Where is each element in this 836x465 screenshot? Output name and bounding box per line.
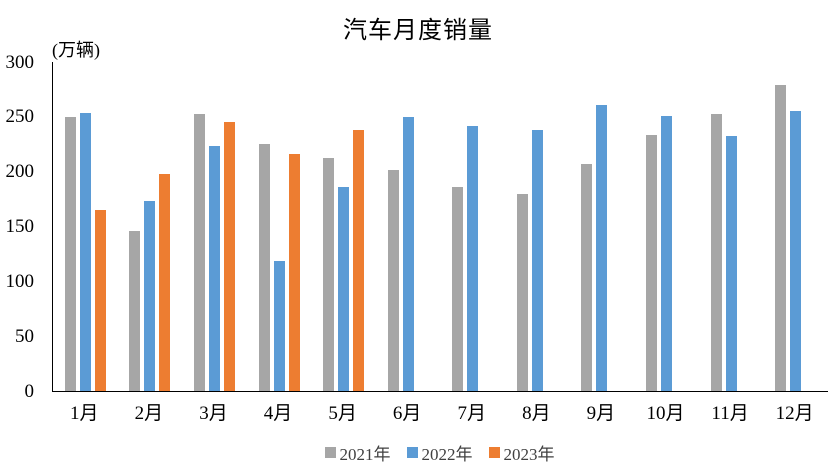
bar-2022年-7月	[467, 125, 479, 391]
bar-group-7月	[440, 62, 505, 391]
x-axis-label-10月: 10月	[646, 403, 685, 424]
bar-2022年-9月	[596, 104, 608, 391]
bar-2022年-11月	[725, 135, 737, 391]
x-axis-label-7月: 7月	[457, 403, 487, 424]
bar-2021年-10月	[645, 135, 657, 391]
legend-item-2023年: 2023年	[488, 440, 555, 465]
bars-row	[53, 62, 828, 391]
bar-2022年-4月	[273, 261, 285, 391]
bar-2022年-3月	[208, 146, 220, 391]
bar-2022年-6月	[402, 116, 414, 391]
y-tick-label: 150	[5, 216, 35, 237]
bar-2023年-5月	[353, 129, 365, 391]
legend-label: 2023年	[503, 445, 555, 464]
legend-item-2022年: 2022年	[406, 440, 473, 465]
bar-2021年-12月	[775, 85, 787, 391]
bar-group-12月	[763, 62, 828, 391]
y-tick-label: 250	[5, 106, 35, 128]
x-axis-label-6月: 6月	[392, 403, 422, 424]
bar-2021年-8月	[516, 193, 528, 391]
legend-item-2021年: 2021年	[324, 440, 391, 465]
bar-2022年-10月	[660, 116, 672, 391]
bar-group-4月	[247, 62, 312, 391]
x-axis-label-9月: 9月	[586, 403, 616, 424]
x-axis-label-3月: 3月	[199, 403, 228, 424]
bar-2021年-2月	[129, 231, 141, 391]
bar-group-9月	[570, 62, 635, 391]
y-tick-label: 200	[5, 161, 35, 183]
y-tick-label: 0	[24, 380, 35, 402]
bar-group-2月	[118, 62, 183, 391]
bar-group-10月	[634, 62, 699, 391]
y-tick-label: 100	[5, 270, 35, 292]
bar-group-11月	[699, 62, 764, 391]
x-axis-label-2月: 2月	[134, 403, 164, 424]
plot-area	[52, 62, 828, 392]
bar-group-3月	[182, 62, 247, 391]
legend-label: 2021年	[339, 445, 391, 464]
legend-label: 2022年	[421, 445, 473, 464]
bar-group-5月	[311, 62, 376, 391]
x-axis-label-8月: 8月	[522, 403, 551, 424]
x-axis-label-4月: 4月	[263, 403, 293, 424]
bar-2023年-2月	[159, 174, 171, 391]
bar-2022年-2月	[144, 200, 156, 391]
y-tick-label: 50	[15, 325, 34, 347]
bar-2023年-1月	[94, 210, 106, 391]
bar-2023年-3月	[223, 122, 235, 391]
bar-2022年-5月	[338, 186, 350, 391]
bar-2021年-11月	[710, 114, 722, 391]
x-axis-label-1月: 1月	[70, 403, 99, 424]
legend-swatch-icon	[406, 447, 418, 458]
bar-group-1月	[53, 62, 118, 391]
bar-group-6月	[376, 62, 441, 391]
bar-2021年-9月	[581, 164, 593, 391]
x-axis-label-5月: 5月	[328, 403, 357, 424]
y-tick-label: 300	[5, 51, 35, 73]
bar-2023年-4月	[288, 154, 300, 391]
bar-2021年-6月	[387, 170, 399, 391]
bar-group-8月	[505, 62, 570, 391]
bar-2022年-1月	[79, 113, 91, 391]
y-axis-unit-label: (万辆)	[52, 40, 100, 60]
bar-2022年-12月	[790, 110, 802, 391]
x-axis-label-12月: 12月	[775, 403, 814, 424]
legend-swatch-icon	[488, 447, 500, 458]
bar-2021年-4月	[258, 144, 270, 391]
x-axis-labels: 1月 2月 3月 4月 5月 6月 7月 8月 9月 10月 11月 12月	[52, 398, 827, 425]
bar-2022年-8月	[531, 129, 543, 391]
bar-2021年-1月	[64, 116, 76, 391]
bar-2021年-7月	[452, 186, 464, 391]
legend-swatch-icon	[324, 447, 336, 458]
bar-2021年-5月	[323, 157, 335, 391]
y-axis-tick-labels: 300 250 200 150 100 50 0	[0, 0, 35, 465]
chart-legend: 2021年 2022年 2023年	[52, 440, 827, 465]
x-axis-label-11月: 11月	[711, 403, 749, 424]
chart-title: 汽车月度销量	[343, 18, 493, 44]
bar-2021年-3月	[193, 113, 205, 391]
